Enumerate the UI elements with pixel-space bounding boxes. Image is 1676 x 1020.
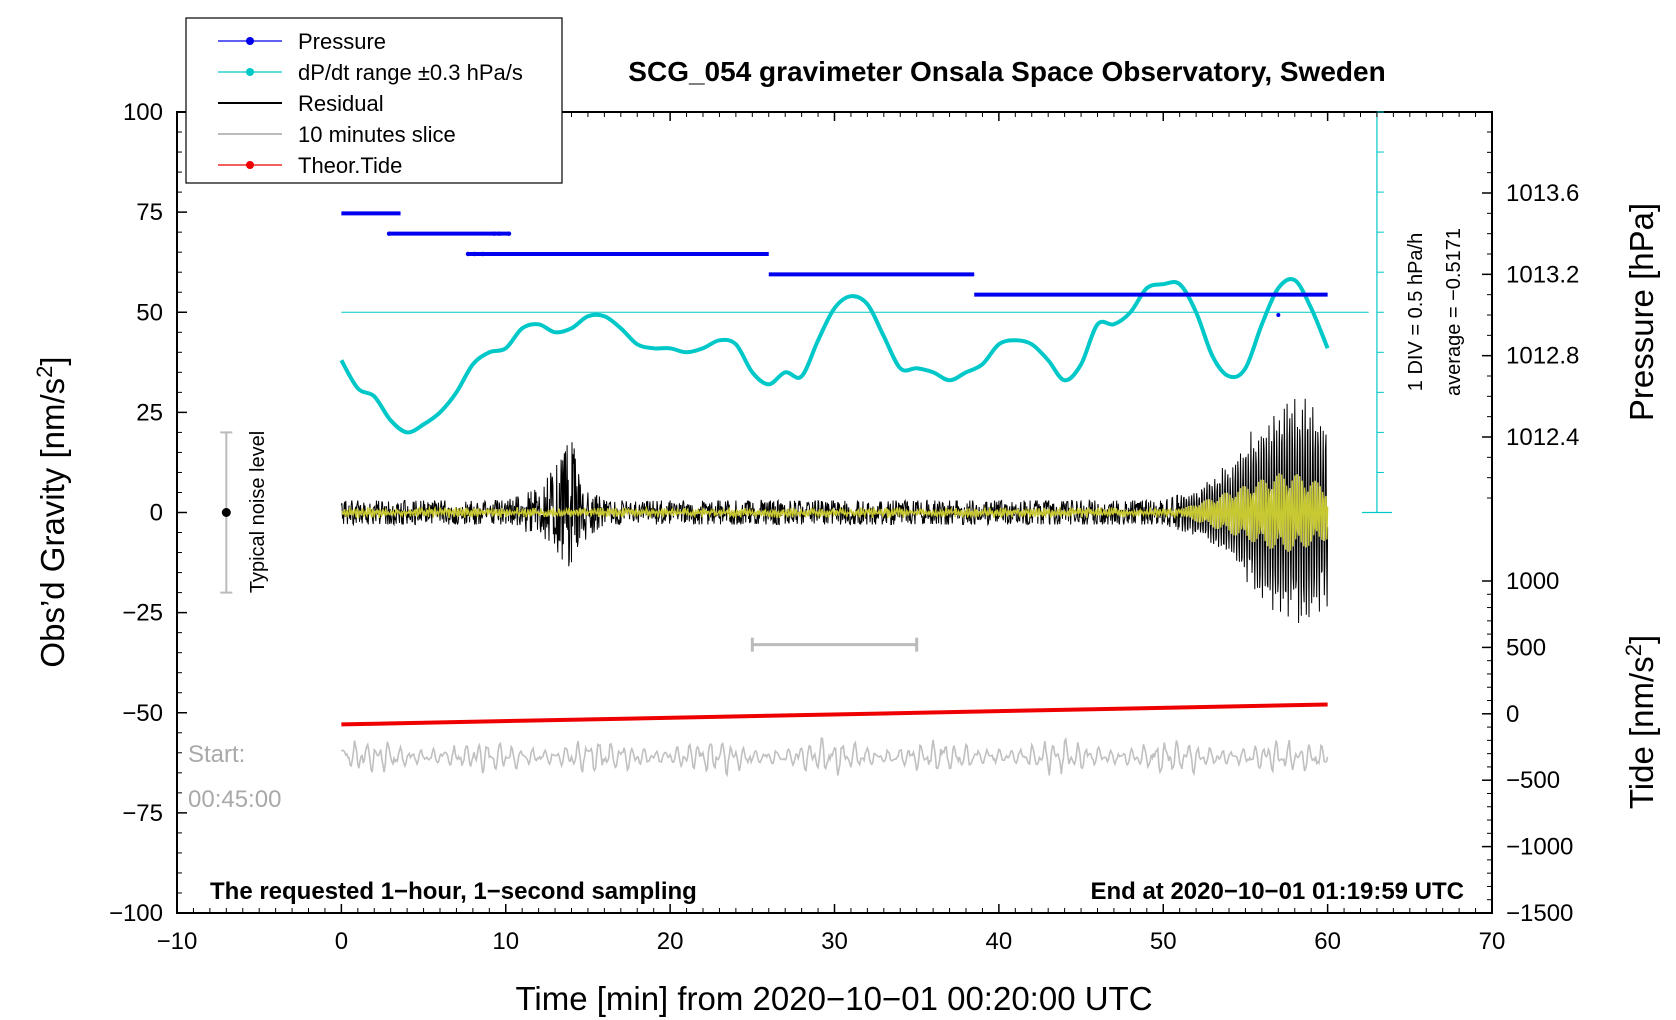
pressure-outlier-point: [1276, 313, 1281, 317]
smoothed-residual-line: [341, 473, 1329, 552]
x-axis-title: Time [min] from 2020−10−01 00:20:00 UTC: [515, 980, 1152, 1017]
y-tick-label: 75: [136, 199, 163, 226]
tide-tick-label: −1000: [1506, 834, 1573, 861]
tide-tick-label: 500: [1506, 634, 1546, 661]
x-tick-label: 10: [492, 928, 519, 955]
pressure-div-label: 1 DIV = 0.5 hPa/h: [1405, 233, 1427, 391]
slice-start-time: 00:45:00: [188, 786, 281, 813]
tide-tick-label: −1500: [1506, 900, 1573, 927]
y-tick-label: 50: [136, 299, 163, 326]
pressure-tick-label: 1013.2: [1506, 261, 1579, 288]
x-tick-label: 60: [1314, 928, 1341, 955]
legend: Pressure dP/dt range ±0.3 hPa/s Residual 10…: [185, 17, 563, 184]
pressure-point: [506, 231, 512, 236]
tide-tick-label: −500: [1506, 767, 1560, 794]
pressure-point: [492, 231, 497, 236]
note-bottom-right: End at 2020−10−01 01:19:59 UTC: [1090, 878, 1464, 905]
legend-swatch-marker: [246, 37, 254, 45]
dpdt-line: [339, 277, 1330, 435]
y-tick-label: −100: [109, 900, 163, 927]
pressure-point: [465, 251, 471, 257]
series-layer: [220, 111, 1392, 778]
y-tick-label: 25: [136, 399, 163, 426]
residual-line: [340, 398, 1329, 624]
pressure-average-label: average = −0.5171: [1443, 228, 1465, 396]
slice-start-label: Start:: [188, 741, 245, 768]
pressure-tick-label: 1012.4: [1506, 424, 1579, 451]
noise-level-center-dot: [221, 508, 231, 517]
x-tick-label: 30: [821, 928, 848, 955]
x-tick-label: −10: [157, 928, 198, 955]
tide-tick-label: 1000: [1506, 568, 1559, 595]
chart-title: SCG_054 gravimeter Onsala Space Observat…: [628, 56, 1385, 87]
x-tick-label: 40: [986, 928, 1013, 955]
x-tick-label: 70: [1479, 928, 1506, 955]
legend-label: 10 minutes slice: [298, 122, 456, 147]
noise-level-label: Typical noise level: [247, 431, 269, 593]
legend-label: Pressure: [298, 29, 386, 54]
axes-layer: −10 0 10 20 30 40 50 60 701007550250−25−50−75−10…: [109, 99, 1579, 955]
pressure-tick-label: 1012.8: [1506, 343, 1579, 370]
y-axis-title-pressure: Pressure [hPa]: [1623, 203, 1660, 421]
legend-label: Residual: [298, 91, 384, 116]
legend-label: Theor.Tide: [298, 153, 402, 178]
x-tick-label: 0: [335, 928, 348, 955]
legend-label: dP/dt range ±0.3 hPa/s: [298, 60, 523, 85]
pressure-point: [480, 251, 485, 257]
legend-swatch-marker: [246, 68, 254, 76]
y-tick-label: −50: [122, 700, 163, 727]
y-axis-title-tide: Tide [nm/s2]: [1621, 635, 1660, 809]
y-tick-label: −25: [122, 600, 163, 627]
y-axis-title-left: Obs’d Gravity [nm/s2]: [32, 356, 71, 667]
pressure-point: [386, 231, 392, 236]
slice-waveform-line: [340, 736, 1329, 778]
legend-swatch-marker: [246, 161, 254, 169]
x-tick-label: 20: [657, 928, 684, 955]
pressure-point: [496, 231, 502, 236]
y-tick-label: 100: [123, 99, 163, 126]
tide-tick-label: 0: [1506, 701, 1519, 728]
y-tick-label: 0: [150, 500, 163, 527]
legend-box: [185, 17, 563, 184]
pressure-tick-label: 1013.6: [1506, 180, 1579, 207]
x-tick-label: 50: [1150, 928, 1177, 955]
tide-line: [341, 702, 1328, 727]
pressure-point: [472, 251, 477, 257]
note-bottom-left: The requested 1−hour, 1−second sampling: [210, 878, 697, 905]
y-tick-label: −75: [122, 800, 163, 827]
